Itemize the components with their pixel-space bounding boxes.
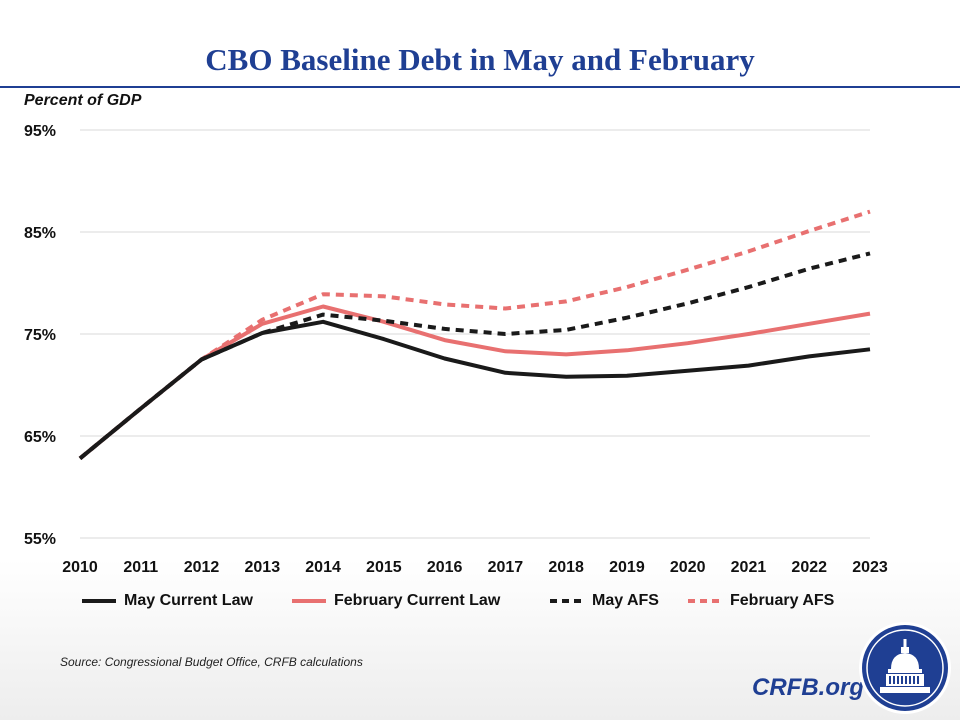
x-tick-labels: 2010 2011 2012 2013 2014 2015 2016 2017 2018 2019…: [62, 559, 888, 576]
y-tick-label: 75%: [24, 327, 56, 344]
legend-swatch: [550, 599, 584, 603]
series-line-may-afs: [78, 251, 871, 460]
x-tick-label: 2011: [123, 559, 158, 576]
source-note: Source: Congressional Budget Office, CRF…: [60, 655, 363, 669]
x-tick-label: 2019: [609, 559, 645, 576]
legend-swatch: [82, 599, 116, 603]
y-tick-label: 85%: [24, 225, 56, 242]
gridlines: [80, 129, 870, 539]
legend-item-february-afs: February AFS: [686, 592, 834, 610]
legend-label: February Current Law: [334, 592, 501, 609]
y-tick-labels: 55% 65% 75% 85% 95%: [24, 123, 56, 548]
legend-item-february-current-law: February Current Law: [290, 592, 500, 610]
x-tick-label: 2016: [427, 559, 463, 576]
legend-swatch: [688, 599, 722, 603]
x-tick-label: 2013: [245, 559, 281, 576]
x-tick-label: 2018: [548, 559, 584, 576]
capitol-dome-seal-icon: [859, 622, 951, 714]
y-axis-unit-label: Percent of GDP: [24, 92, 142, 109]
legend-item-may-afs: May AFS: [548, 592, 659, 610]
x-tick-label: 2014: [305, 559, 341, 576]
legend-item-may-current-law: May Current Law: [80, 592, 253, 610]
title-divider: [0, 86, 960, 88]
x-tick-label: 2017: [488, 559, 524, 576]
y-tick-label: 95%: [24, 123, 56, 140]
y-tick-label: 55%: [24, 531, 56, 548]
legend-label: May Current Law: [124, 592, 253, 609]
legend: May Current Law February Current Law May…: [0, 592, 960, 616]
brand-link[interactable]: CRFB.org: [752, 674, 864, 701]
x-tick-label: 2012: [184, 559, 220, 576]
legend-swatch: [292, 599, 326, 603]
line-chart: 55% 65% 75% 85% 95% 2010 2011 2012 2013 2014 2015…: [24, 123, 888, 576]
series-lines: [78, 209, 871, 460]
chart-title: CBO Baseline Debt in May and February: [205, 42, 755, 77]
legend-label: February AFS: [730, 592, 835, 609]
x-tick-label: 2023: [852, 559, 888, 576]
legend-label: May AFS: [592, 592, 659, 609]
series-line-may-current-law: [78, 319, 871, 460]
x-tick-label: 2010: [62, 559, 98, 576]
x-tick-label: 2020: [670, 559, 706, 576]
x-tick-label: 2021: [731, 559, 767, 576]
x-tick-label: 2015: [366, 559, 402, 576]
series-line-february-afs: [78, 209, 871, 460]
x-tick-label: 2022: [791, 559, 827, 576]
y-tick-label: 65%: [24, 429, 56, 446]
